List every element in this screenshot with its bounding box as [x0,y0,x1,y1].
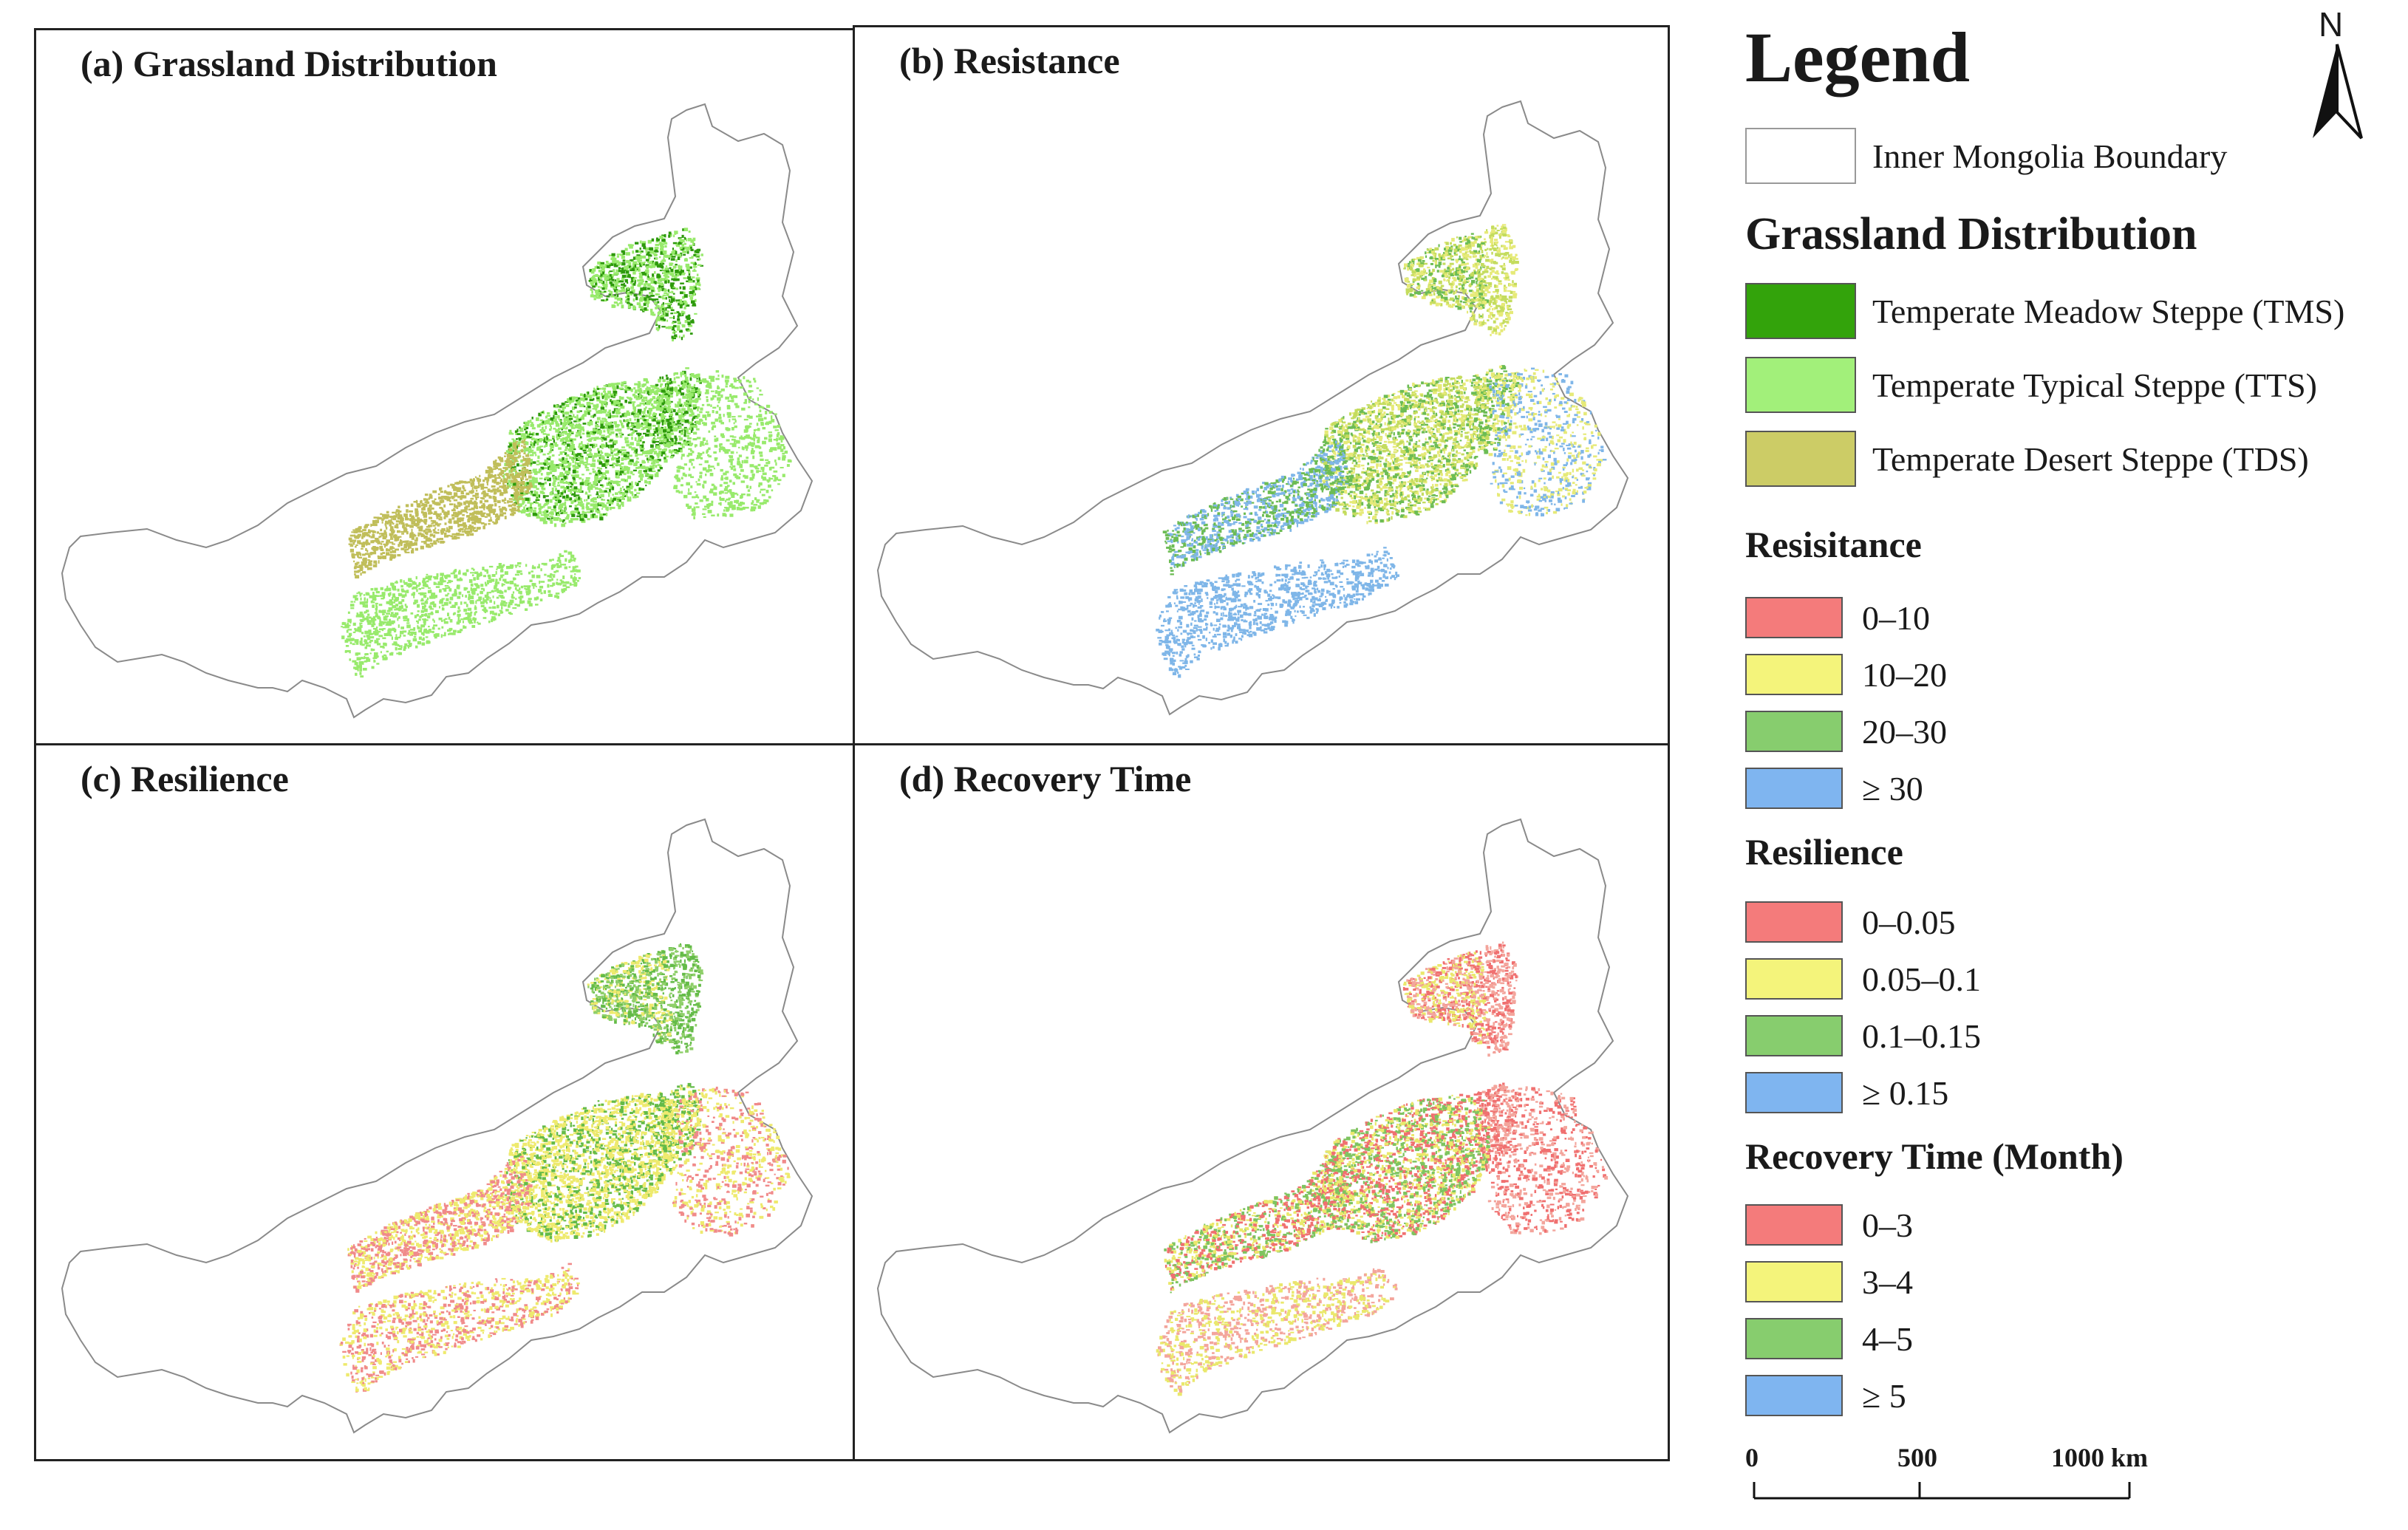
color-swatch [1745,711,1843,752]
grassland-pixels [1156,547,1399,678]
color-swatch [1745,768,1843,809]
legend-label: Temperate Meadow Steppe (TMS) [1872,292,2344,331]
legend-item-boundary: Inner Mongolia Boundary [1745,127,2227,185]
grassland-pixels [587,949,675,1045]
scale-label-0: 0 [1745,1442,1759,1473]
legend-label: 0–10 [1862,598,1930,638]
grassland-pixels [502,378,675,527]
legend-label: Temperate Typical Steppe (TTS) [1872,366,2317,405]
color-swatch [1745,1015,1843,1056]
north-arrow-icon [2313,44,2363,140]
grassland-pixels [339,1263,580,1393]
map-panel-resilience: (c) Resilience [34,743,856,1461]
legend-item-recovery-3: ≥ 5 [1745,1375,1906,1416]
legend-item-recovery-1: 3–4 [1745,1261,1913,1302]
grassland-pixels [668,943,704,1055]
legend-label: Temperate Desert Steppe (TDS) [1872,440,2309,479]
color-swatch [1745,357,1856,413]
map-panel-grassland-distribution: (a) Grassland Distribution [34,28,856,746]
grassland-pixels [1403,233,1490,327]
panel-title: (d) Recovery Time [899,757,1191,800]
inner-mongolia-map [876,100,1629,716]
color-swatch [1745,1261,1843,1302]
grassland-pixels [672,370,792,519]
color-swatch [1745,283,1856,339]
legend-label: 20–30 [1862,712,1947,751]
legend-item-grassland-0: Temperate Meadow Steppe (TMS) [1745,282,2344,340]
map-panel-recovery-time: (d) Recovery Time [853,743,1670,1461]
legend-item-resilience-2: 0.1–0.15 [1745,1015,1981,1056]
legend-label: ≥ 0.15 [1862,1073,1948,1113]
scale-label-1000: 1000 km [2051,1442,2148,1473]
legend-label: 3–4 [1862,1263,1913,1302]
legend-item-grassland-1: Temperate Typical Steppe (TTS) [1745,356,2317,414]
legend-label: 4–5 [1862,1319,1913,1359]
grassland-pixels [588,233,674,332]
grassland-pixels [672,1086,791,1237]
grassland-pixels [1484,224,1519,337]
inner-mongolia-map [61,818,814,1434]
grassland-pixels [341,550,581,678]
grassland-pixels [1484,941,1518,1057]
grassland-pixels [1402,950,1490,1045]
legend-label: 0–3 [1862,1206,1913,1245]
resistance-heading: Resisitance [1745,523,1922,566]
legend-label: Inner Mongolia Boundary [1872,137,2227,176]
grassland-pixels [1156,1268,1398,1396]
color-swatch [1745,958,1843,1000]
grassland-pixels [347,1154,533,1293]
province-boundary [876,100,1629,716]
grassland-pixels [348,439,533,578]
legend-item-grassland-2: Temperate Desert Steppe (TDS) [1745,430,2309,488]
legend-item-recovery-2: 4–5 [1745,1318,1913,1359]
color-swatch [1745,1204,1843,1246]
map-panel-resistance: (b) Resistance [853,25,1670,746]
legend-label: ≥ 5 [1862,1376,1906,1415]
color-swatch [1745,431,1856,487]
grassland-pixels [668,228,703,342]
scale-bar [1753,1482,2131,1500]
grassland-pixels [1487,1086,1609,1235]
legend-item-resistance-3: ≥ 30 [1745,768,1923,809]
panel-title: (a) Grassland Distribution [81,42,497,85]
resilience-heading: Resilience [1745,830,1903,873]
scale-label-500: 500 [1897,1442,1937,1473]
inner-mongolia-map [876,818,1629,1434]
color-swatch [1745,1375,1843,1416]
legend-label: 0.05–0.1 [1862,960,1981,999]
grassland-pixels [1489,367,1607,517]
panel-title: (c) Resilience [81,757,289,800]
color-swatch [1745,597,1843,638]
color-swatch [1745,654,1843,695]
grassland-heading: Grassland Distribution [1745,208,2197,261]
grassland-pixels [1318,375,1491,525]
recovery-heading: Recovery Time (Month) [1745,1135,2124,1178]
grassland-pixels [504,1093,676,1243]
legend-item-resilience-0: 0–0.05 [1745,901,1956,943]
north-label: N [2319,4,2343,44]
boundary-swatch [1745,128,1856,184]
grassland-pixels [1164,1155,1349,1294]
legend-label: 0–0.05 [1862,903,1956,942]
inner-mongolia-map [61,103,814,719]
legend-label: 10–20 [1862,655,1947,694]
legend-item-resistance-2: 20–30 [1745,711,1947,752]
legend-item-resistance-0: 0–10 [1745,597,1930,638]
legend-label: ≥ 30 [1862,769,1923,808]
legend-label: 0.1–0.15 [1862,1017,1981,1056]
legend-item-resilience-1: 0.05–0.1 [1745,958,1981,1000]
grassland-pixels [1162,440,1349,576]
legend-item-recovery-0: 0–3 [1745,1204,1913,1246]
color-swatch [1745,1072,1843,1113]
color-swatch [1745,901,1843,943]
legend-item-resilience-3: ≥ 0.15 [1745,1072,1948,1113]
legend-item-resistance-1: 10–20 [1745,654,1947,695]
legend-title: Legend [1745,16,1970,98]
panel-title: (b) Resistance [899,39,1120,82]
color-swatch [1745,1318,1843,1359]
